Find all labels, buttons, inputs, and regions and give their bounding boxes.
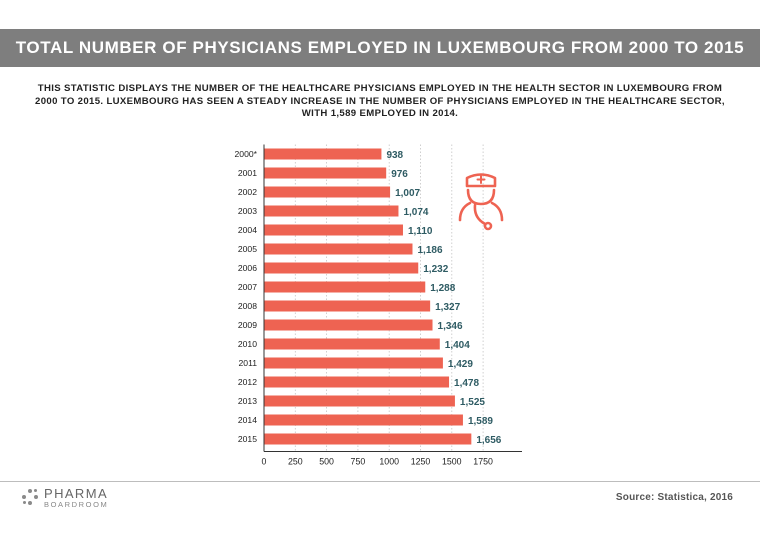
bar <box>264 262 419 274</box>
value-label: 1,074 <box>403 207 428 218</box>
category-label: 2005 <box>238 244 257 254</box>
category-label: 2011 <box>239 358 258 368</box>
value-label: 1,478 <box>454 378 479 389</box>
category-label: 2003 <box>238 206 257 216</box>
bar <box>264 338 440 350</box>
value-label: 1,404 <box>445 340 470 351</box>
value-label: 1,110 <box>408 226 433 237</box>
bar <box>264 433 472 445</box>
bar <box>264 376 450 388</box>
bar <box>264 186 391 198</box>
value-label: 1,007 <box>395 188 420 199</box>
title-bar: TOTAL NUMBER OF PHYSICIANS EMPLOYED IN L… <box>0 29 760 67</box>
bar <box>264 281 426 293</box>
doctor-icon <box>458 173 504 231</box>
value-label: 1,589 <box>468 416 493 427</box>
value-label: 1,429 <box>448 359 473 370</box>
value-label: 1,232 <box>423 264 448 275</box>
category-label: 2000* <box>235 149 258 159</box>
bar <box>264 224 403 236</box>
category-label: 2015 <box>238 434 257 444</box>
category-label: 2014 <box>238 415 257 425</box>
value-label: 976 <box>391 169 408 180</box>
bar <box>264 414 463 426</box>
category-label: 2010 <box>238 339 257 349</box>
x-tick-label: 750 <box>351 457 366 467</box>
logo-dots-icon <box>22 489 38 505</box>
x-tick-label: 1000 <box>379 457 399 467</box>
bar <box>264 395 455 407</box>
labels: 2000* 938 2001 976 2002 1,007 2003 1,074 2004 1,1… <box>235 149 502 466</box>
chart-title: TOTAL NUMBER OF PHYSICIANS EMPLOYED IN L… <box>15 38 745 57</box>
category-label: 2007 <box>238 282 257 292</box>
logo-sub-text: BOARDROOM <box>44 500 109 509</box>
category-label: 2012 <box>238 377 257 387</box>
x-tick-label: 500 <box>319 457 334 467</box>
x-tick-label: 0 <box>262 457 267 467</box>
bar <box>264 148 382 160</box>
chart-description: THIS STATISTIC DISPLAYS THE NUMBER OF TH… <box>35 83 725 119</box>
bar <box>264 167 387 179</box>
category-label: 2001 <box>238 168 257 178</box>
x-tick-label: 1250 <box>411 457 431 467</box>
footer-divider <box>0 481 760 482</box>
x-tick-label: 250 <box>288 457 303 467</box>
logo-main-text: PHARMA <box>44 486 109 501</box>
value-label: 1,656 <box>476 435 501 446</box>
bar <box>264 319 433 331</box>
value-label: 1,288 <box>430 283 455 294</box>
category-label: 2002 <box>238 187 257 197</box>
value-label: 1,186 <box>417 245 442 256</box>
category-label: 2013 <box>238 396 257 406</box>
axes <box>263 144 522 452</box>
bar <box>264 205 399 217</box>
category-label: 2008 <box>238 301 257 311</box>
bars <box>264 148 472 445</box>
bar <box>264 357 443 369</box>
bar <box>264 243 413 255</box>
category-label: 2006 <box>238 263 257 273</box>
x-tick-label: 1500 <box>442 457 462 467</box>
source-note: Source: Statistica, 2016 <box>615 492 733 503</box>
x-tick-label: 1750 <box>473 457 493 467</box>
category-label: 2009 <box>238 320 257 330</box>
bar <box>264 300 431 312</box>
category-label: 2004 <box>238 225 257 235</box>
value-label: 1,327 <box>435 302 460 313</box>
value-label: 1,346 <box>438 321 463 332</box>
value-label: 1,525 <box>460 397 485 408</box>
value-label: 938 <box>386 150 403 161</box>
